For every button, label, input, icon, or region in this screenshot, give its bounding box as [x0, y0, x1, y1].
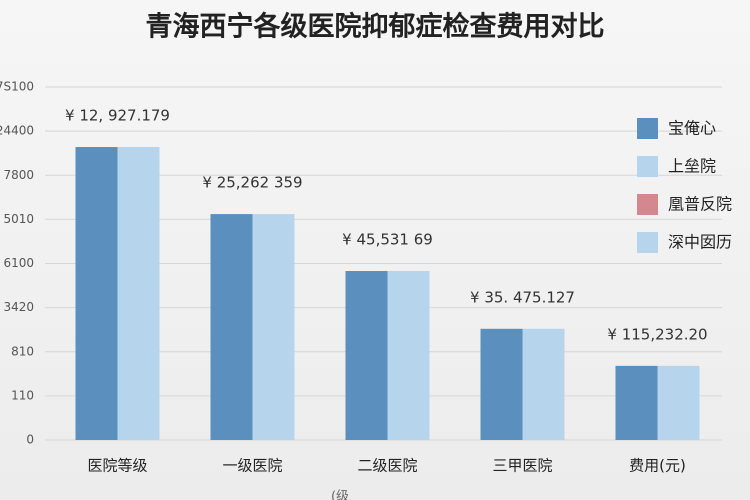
x-tick-label: 三甲医院: [492, 457, 552, 475]
x-tick-label: 费用(元): [629, 457, 686, 475]
legend-label: 凰普反院: [668, 195, 732, 214]
legend-label: 上垒院: [668, 157, 716, 176]
y-tick-label: 6100: [3, 256, 34, 270]
y-tick-label: 3420: [3, 300, 34, 314]
x-tick-label: 医院等级: [87, 457, 147, 475]
legend-label: 宝俺心: [668, 119, 716, 138]
value-annotation: ¥ 25,262 359: [202, 174, 302, 192]
legend-label: 深中囡历: [668, 233, 732, 252]
y-tick-label: 5010: [3, 212, 34, 226]
bar: [210, 214, 253, 440]
y-tick-label: 7800: [3, 168, 34, 182]
y-tick-label: 110: [11, 388, 34, 402]
bar: [480, 328, 523, 440]
legend-swatch: [637, 156, 658, 177]
value-annotation: ¥ 115,232.20: [607, 325, 707, 343]
y-tick-label: 7S100: [0, 80, 34, 94]
chart-title: 青海西宁各级医院抑郁症检查费用对比: [146, 11, 605, 43]
bar: [345, 271, 388, 440]
bar: [252, 214, 295, 440]
x-tick-label: 一级医院: [222, 457, 282, 475]
value-annotation: ¥ 45,531 69: [342, 231, 433, 249]
bar: [615, 365, 658, 440]
value-annotation: ¥ 12, 927.179: [65, 107, 170, 125]
bar: [387, 271, 430, 440]
y-tick-label: 0: [26, 433, 34, 447]
x-tick-label: 二级医院: [357, 457, 417, 475]
x-axis-label: (级: [331, 490, 349, 500]
value-annotation: ¥ 35. 475.127: [470, 288, 575, 306]
legend-swatch: [637, 232, 658, 253]
bar: [522, 328, 565, 440]
bar: [657, 365, 700, 440]
y-tick-label: 810: [11, 344, 34, 358]
legend-swatch: [637, 118, 658, 139]
legend-swatch: [637, 194, 658, 215]
y-tick-label: 24400: [0, 124, 34, 138]
bar: [117, 147, 160, 440]
bar: [75, 147, 118, 440]
